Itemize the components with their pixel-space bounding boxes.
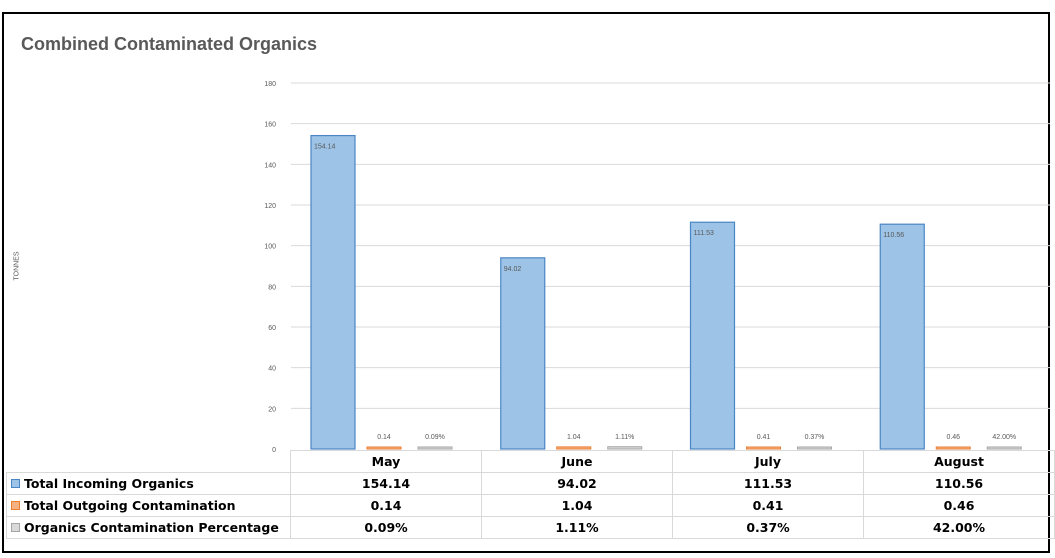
y-tick-label: 80	[268, 284, 276, 291]
table-cell: 0.14	[290, 494, 482, 517]
chart-title: Combined Contaminated Organics	[21, 34, 318, 54]
legend-key-incoming	[11, 479, 20, 488]
table-cell: 110.56	[863, 472, 1055, 495]
table-cell: 154.14	[290, 472, 482, 495]
data-label-percentage-may: 0.09%	[425, 434, 445, 441]
bar-percentage-may	[417, 446, 453, 450]
category-header-june: June	[481, 450, 673, 473]
bar-percentage-june	[607, 446, 643, 450]
data-label-incoming-august: 110.56	[883, 232, 904, 239]
y-tick-label: 140	[264, 162, 276, 169]
table-row-total-incoming: Total Incoming Organics 154.14 94.02 111…	[6, 472, 1055, 495]
table-cell: 0.09%	[290, 516, 482, 539]
bar-outgoing-may	[366, 446, 402, 450]
table-cell: 111.53	[672, 472, 864, 495]
table-row-contamination-percentage: Organics Contamination Percentage 0.09% …	[6, 516, 1055, 539]
data-label-percentage-august: 42.00%	[992, 434, 1016, 441]
y-tick-label: 60	[268, 325, 276, 332]
bar-percentage-july	[797, 446, 832, 450]
table-cell: 1.11%	[481, 516, 673, 539]
bar-incoming-june	[500, 257, 546, 450]
data-table-header-row: May June July August	[6, 450, 1055, 473]
series-name-outgoing: Total Outgoing Contamination	[24, 498, 236, 513]
data-label-incoming-may: 154.14	[314, 144, 336, 151]
series-name-incoming: Total Incoming Organics	[24, 476, 194, 491]
bar-incoming-august	[879, 223, 925, 450]
table-cell: 0.37%	[672, 516, 864, 539]
bar-outgoing-august	[935, 446, 971, 450]
bar-incoming-may	[310, 134, 356, 450]
legend-key-percentage	[11, 523, 20, 532]
y-tick-label: 40	[268, 366, 276, 373]
bar-incoming-july	[689, 221, 736, 450]
row-header-contamination-percentage: Organics Contamination Percentage	[6, 516, 291, 539]
table-cell: 0.46	[863, 494, 1055, 517]
table-cell: 1.04	[481, 494, 673, 517]
category-header-may: May	[290, 450, 482, 473]
bar-outgoing-june	[556, 446, 592, 450]
data-label-outgoing-july: 0.41	[757, 434, 771, 441]
data-label-incoming-june: 94.02	[504, 266, 522, 273]
category-header-july: July	[672, 450, 864, 473]
data-label-outgoing-august: 0.46	[946, 434, 960, 441]
y-tick-label: 180	[264, 81, 276, 88]
bar-outgoing-july	[746, 446, 781, 450]
data-label-percentage-june: 1.11%	[615, 434, 634, 441]
data-label-outgoing-may: 0.14	[377, 434, 391, 441]
bar-percentage-august	[986, 446, 1022, 450]
table-cell: 94.02	[481, 472, 673, 495]
data-label-outgoing-june: 1.04	[567, 434, 581, 441]
data-label-percentage-july: 0.37%	[805, 434, 825, 441]
y-tick-label: 20	[268, 406, 276, 413]
table-row-total-outgoing: Total Outgoing Contamination 0.14 1.04 0…	[6, 494, 1055, 517]
category-header-august: August	[863, 450, 1055, 473]
data-table: May June July August Total Incoming Orga…	[6, 450, 1055, 539]
row-header-total-incoming: Total Incoming Organics	[6, 472, 291, 495]
data-table-corner	[6, 450, 291, 473]
y-tick-label: 120	[264, 203, 276, 210]
row-header-total-outgoing: Total Outgoing Contamination	[6, 494, 291, 517]
table-cell: 0.41	[672, 494, 864, 517]
legend-key-outgoing	[11, 501, 20, 510]
series-name-percentage: Organics Contamination Percentage	[24, 520, 279, 535]
data-label-incoming-july: 111.53	[694, 230, 714, 237]
table-cell: 42.00%	[863, 516, 1055, 539]
y-tick-label: 160	[264, 122, 276, 129]
y-tick-label: 100	[264, 244, 276, 251]
